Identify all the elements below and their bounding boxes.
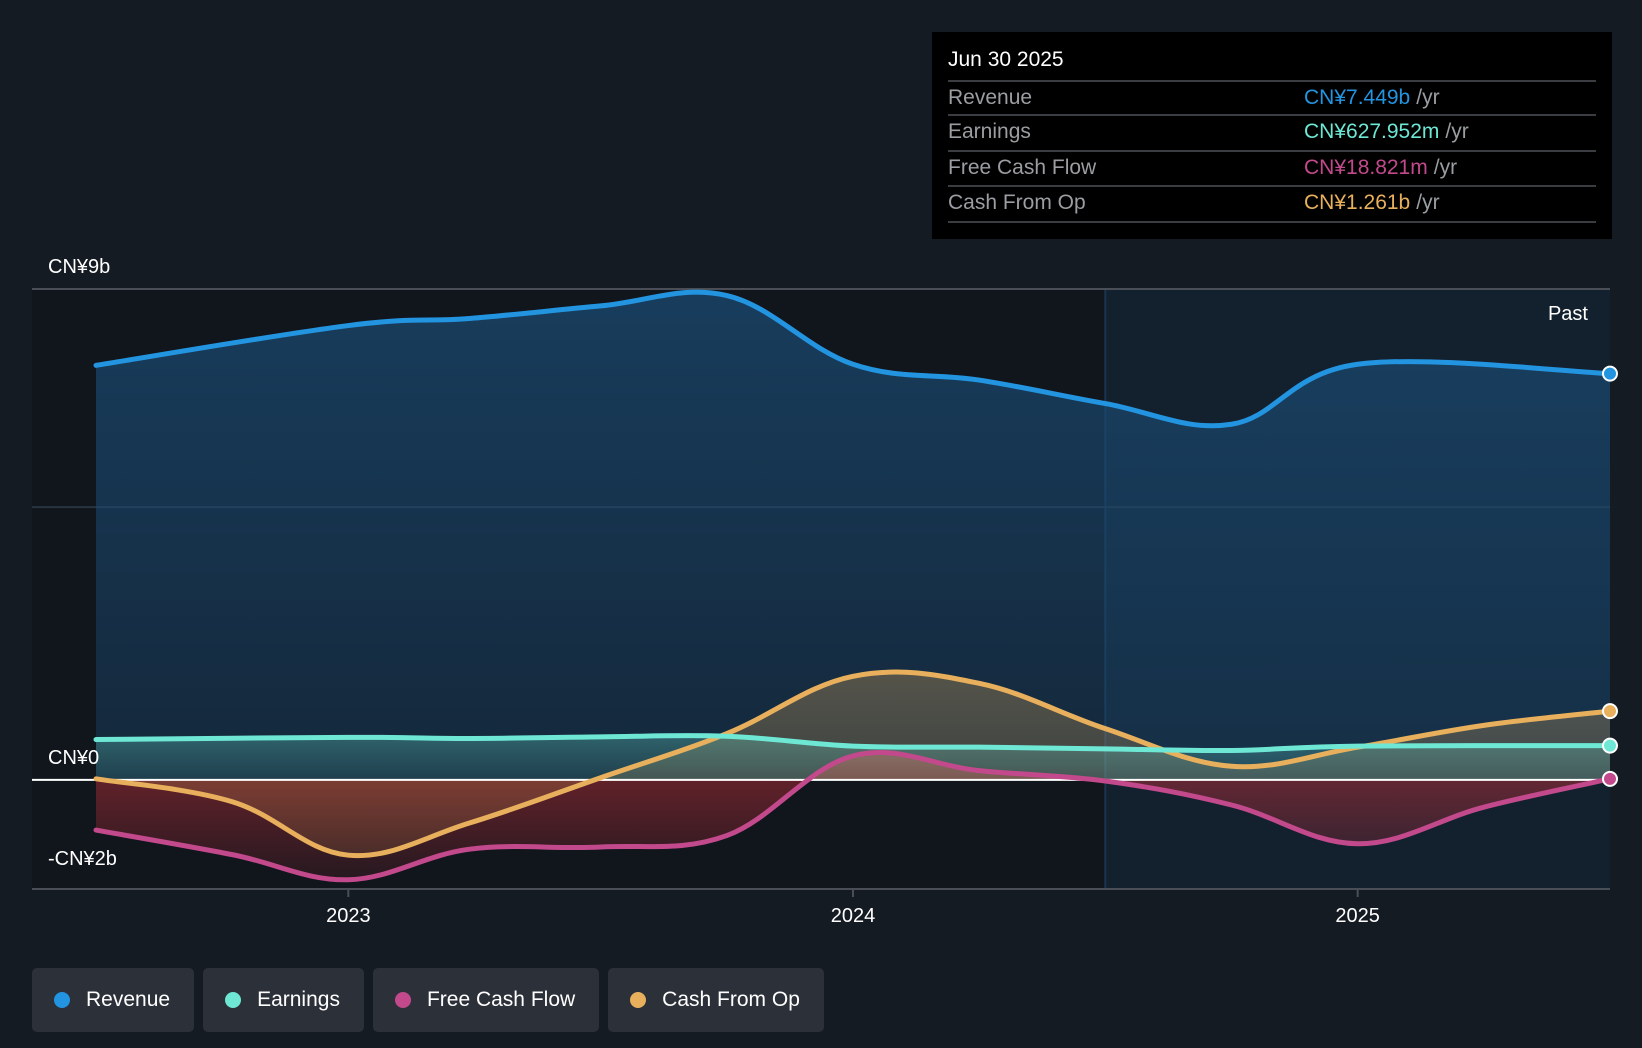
chart: 2023 2024 2025 CN¥9b CN¥0 -CN¥2b Past [32, 256, 1618, 927]
revenue-area [96, 292, 1610, 780]
revenue-line [93, 289, 1613, 429]
tooltip-row-free-cash-flow: Free Cash Flow CN¥18.821m/yr [948, 150, 1596, 186]
tooltip-value: CN¥627.952m/yr [1304, 120, 1469, 143]
free-cash-flow-dot-icon [394, 992, 411, 1008]
tooltip-divider [948, 221, 1596, 223]
cash-from-op-dot-icon [630, 992, 647, 1008]
tooltip-row-revenue: Revenue CN¥7.449b/yr [948, 80, 1596, 116]
earnings-dot-icon [225, 992, 242, 1008]
tooltip-row-cash-from-op: Cash From Op CN¥1.261b/yr [948, 185, 1596, 221]
x-tick-label: 2025 [1335, 905, 1380, 927]
tooltip-value: CN¥18.821m/yr [1304, 156, 1458, 179]
legend-label: Free Cash Flow [426, 988, 576, 1011]
legend: Revenue Earnings Free Cash Flow Cash Fro… [32, 968, 824, 1032]
legend-cash-from-op-button[interactable]: Cash From Op [608, 968, 824, 1032]
tooltip-date: Jun 30 2025 [948, 48, 1064, 71]
revenue-end-point [1602, 365, 1618, 382]
revenue-dot-icon [54, 992, 70, 1008]
y-tick-label: -CN¥2b [48, 848, 117, 870]
tooltip-row-earnings: Earnings CN¥627.952m/yr [948, 114, 1596, 150]
x-tick-label: 2023 [326, 905, 371, 927]
tooltip-label: Earnings [948, 120, 1031, 143]
tooltip-value: CN¥7.449b/yr [1304, 86, 1440, 109]
cash-from-op-end-point [1602, 703, 1618, 720]
legend-label: Earnings [257, 988, 340, 1011]
free-cash-flow-end-point [1602, 770, 1618, 787]
legend-label: Cash From Op [662, 988, 800, 1011]
earnings-line [93, 733, 1613, 754]
free-cash-flow-line [93, 750, 1613, 883]
tooltip-label: Cash From Op [948, 191, 1086, 214]
legend-label: Revenue [86, 988, 171, 1011]
past-label: Past [1548, 303, 1588, 325]
legend-revenue-button[interactable]: Revenue [32, 968, 195, 1032]
tooltip-label: Revenue [948, 86, 1033, 109]
earnings-end-point [1602, 737, 1618, 754]
tooltip-label: Free Cash Flow [948, 156, 1097, 179]
tooltip-value: CN¥1.261b/yr [1304, 191, 1440, 214]
legend-earnings-button[interactable]: Earnings [203, 968, 364, 1032]
legend-free-cash-flow-button[interactable]: Free Cash Flow [372, 968, 600, 1032]
y-tick-label: CN¥9b [48, 256, 110, 278]
tooltip: Jun 30 2025 Revenue CN¥7.449b/yr Earning… [932, 32, 1612, 239]
x-tick-label: 2024 [831, 905, 876, 927]
y-tick-label: CN¥0 [48, 747, 99, 769]
